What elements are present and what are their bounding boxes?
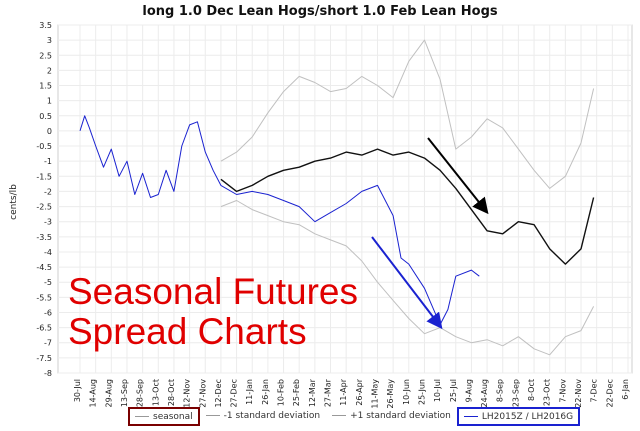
y-tick-label: -6 bbox=[44, 308, 52, 317]
x-tick-label: 23-Oct bbox=[543, 379, 552, 406]
y-tick-label: 0 bbox=[47, 127, 52, 136]
legend-swatch-seasonal bbox=[135, 416, 149, 417]
x-tick-label: 30-Jul bbox=[73, 379, 82, 402]
x-tick-label: 12-Nov bbox=[183, 379, 192, 408]
x-tick-label: 12-Dec bbox=[214, 379, 223, 408]
y-tick-label: -2 bbox=[44, 187, 52, 196]
y-tick-label: -0.5 bbox=[36, 142, 52, 151]
y-tick-label: 3.5 bbox=[39, 21, 52, 30]
trend-arrow-blue bbox=[371, 236, 443, 330]
x-tick-label: 26-Jan bbox=[261, 379, 270, 405]
y-tick-label: 2 bbox=[47, 66, 52, 75]
y-tick-label: -7.5 bbox=[36, 354, 52, 363]
y-tick-label: 0.5 bbox=[39, 112, 52, 121]
x-tick-label: 29-Aug bbox=[104, 379, 113, 408]
series-line-1 bbox=[220, 200, 595, 356]
y-tick-label: -3 bbox=[44, 218, 52, 227]
y-tick-label: -6.5 bbox=[36, 324, 52, 333]
y-tick-label: -3.5 bbox=[36, 233, 52, 242]
x-tick-label: 11-Jan bbox=[245, 379, 254, 405]
x-tick-label: 8-Sep bbox=[496, 379, 505, 402]
legend-swatch-plus-std bbox=[332, 415, 347, 416]
x-tick-label: 6-Jan bbox=[621, 379, 630, 400]
x-tick-label: 7-Nov bbox=[558, 379, 567, 403]
x-tick-label: 8-Oct bbox=[527, 379, 536, 401]
x-tick-label: 28-Sep bbox=[136, 379, 145, 407]
y-tick-label: -1 bbox=[44, 157, 52, 166]
x-tick-label: 25-Jun bbox=[417, 379, 426, 405]
y-tick-label: -7 bbox=[44, 339, 52, 348]
x-axis: 30-Jul 14-Aug 29-Aug 13-Sep 28-Sep 13-Oct 28-O… bbox=[73, 378, 630, 408]
series-line-2 bbox=[220, 39, 595, 189]
trend-arrow-black bbox=[427, 137, 489, 215]
legend-label-seasonal: seasonal bbox=[153, 411, 193, 422]
x-tick-label: 28-Oct bbox=[167, 379, 176, 406]
x-tick-label: 10-Jun bbox=[402, 379, 411, 405]
legend-label-spread: LH2015Z / LH2016G bbox=[481, 411, 574, 422]
legend-item-minus-std[interactable]: -1 standard deviation bbox=[200, 407, 326, 424]
x-tick-label: 27-Mar bbox=[324, 378, 333, 407]
x-tick-label: 24-Aug bbox=[480, 379, 489, 408]
y-tick-label: -2.5 bbox=[36, 203, 52, 212]
y-tick-label: -8 bbox=[44, 369, 52, 378]
legend-swatch-minus-std bbox=[205, 415, 220, 416]
y-tick-label: -5 bbox=[44, 278, 52, 287]
y-axis: 3.5 3 2.5 2 1.5 1 0.5 0 -0.5 -1 -1.5 -2 -2.5 -3 -3.5 -4… bbox=[36, 21, 52, 378]
legend-swatch-spread bbox=[463, 416, 478, 417]
x-tick-label: 22-Dec bbox=[605, 379, 614, 408]
legend-label-plus-std: +1 standard deviation bbox=[350, 410, 451, 421]
y-tick-label: 1 bbox=[47, 97, 52, 106]
x-tick-label: 26-Apr bbox=[355, 378, 364, 405]
x-tick-label: 10-Feb bbox=[277, 379, 286, 406]
legend-item-spread[interactable]: LH2015Z / LH2016G bbox=[456, 407, 581, 426]
x-tick-label: 25-Feb bbox=[292, 379, 301, 406]
y-tick-label: -4 bbox=[44, 248, 52, 257]
overlay-line-2: Spread Charts bbox=[68, 311, 307, 352]
legend-label-minus-std: -1 standard deviation bbox=[223, 410, 321, 421]
x-tick-label: 7-Dec bbox=[590, 379, 599, 402]
x-tick-label: 11-May bbox=[370, 379, 379, 409]
series-layer bbox=[79, 39, 595, 356]
x-tick-label: 9-Aug bbox=[464, 379, 473, 402]
legend-item-plus-std[interactable]: +1 standard deviation bbox=[326, 407, 457, 424]
series-line-3 bbox=[79, 115, 480, 326]
x-tick-label: 22-Nov bbox=[574, 379, 583, 408]
x-tick-label: 13-Oct bbox=[151, 379, 160, 406]
x-tick-label: 23-Sep bbox=[511, 379, 520, 407]
series-line-0 bbox=[220, 148, 595, 265]
overlay-line-1: Seasonal Futures bbox=[68, 271, 359, 312]
legend-item-seasonal[interactable]: seasonal bbox=[128, 407, 200, 426]
chart-title: long 1.0 Dec Lean Hogs/short 1.0 Feb Lea… bbox=[142, 4, 498, 19]
y-tick-label: 3 bbox=[47, 36, 52, 45]
plot-area bbox=[57, 24, 633, 374]
y-tick-label: 2.5 bbox=[39, 51, 52, 60]
legend: seasonal -1 standard deviation +1 standa… bbox=[128, 407, 581, 426]
grid bbox=[58, 24, 632, 374]
x-tick-label: 12-Mar bbox=[308, 378, 317, 407]
arrow-annotations bbox=[371, 137, 489, 330]
x-tick-label: 27-Nov bbox=[198, 379, 207, 408]
x-tick-label: 27-Dec bbox=[230, 379, 239, 408]
x-tick-label: 14-Aug bbox=[89, 379, 98, 408]
x-tick-label: 13-Sep bbox=[120, 379, 129, 407]
y-tick-label: -1.5 bbox=[36, 172, 52, 181]
overlay-text: Seasonal Futures Spread Charts bbox=[68, 272, 358, 352]
x-tick-label: 25-Jul bbox=[449, 379, 458, 402]
x-tick-label: 26-May bbox=[386, 379, 395, 409]
y-tick-label: -4.5 bbox=[36, 263, 52, 272]
x-tick-label: 10-Jul bbox=[433, 379, 442, 402]
y-tick-label: -5.5 bbox=[36, 293, 52, 302]
x-tick-label: 11-Apr bbox=[339, 378, 348, 405]
y-tick-label: 1.5 bbox=[39, 82, 52, 91]
